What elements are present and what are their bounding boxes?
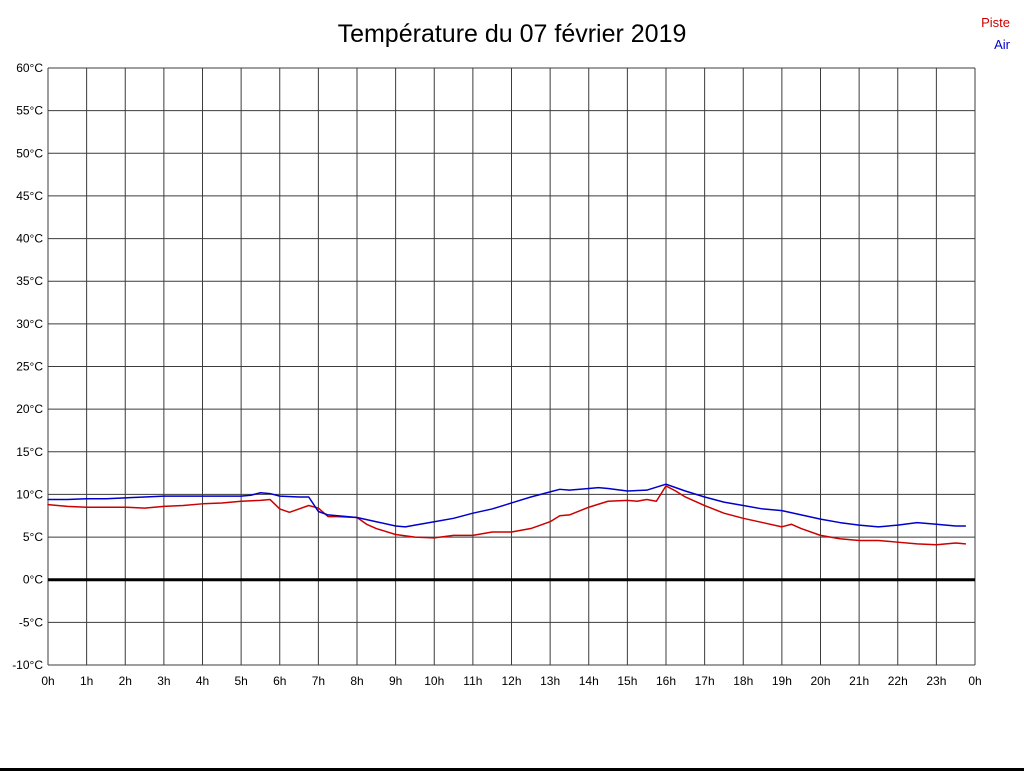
chart-legend: Piste Air bbox=[981, 12, 1010, 56]
x-tick-label: 6h bbox=[273, 674, 286, 688]
x-tick-label: 22h bbox=[888, 674, 908, 688]
x-tick-label: 11h bbox=[463, 674, 482, 688]
x-tick-label: 10h bbox=[424, 674, 444, 688]
x-tick-label: 21h bbox=[849, 674, 869, 688]
x-tick-label: 17h bbox=[695, 674, 715, 688]
x-tick-label: 16h bbox=[656, 674, 676, 688]
y-tick-label: -5°C bbox=[19, 615, 43, 629]
x-tick-label: 0h bbox=[41, 674, 54, 688]
y-tick-label: 15°C bbox=[16, 445, 43, 459]
series-line-piste bbox=[47, 485, 967, 546]
x-tick-label: 5h bbox=[234, 674, 247, 688]
x-tick-label: 14h bbox=[579, 674, 599, 688]
x-tick-label: 15h bbox=[617, 674, 637, 688]
y-tick-label: 5°C bbox=[23, 530, 43, 544]
x-tick-label: 12h bbox=[501, 674, 521, 688]
y-tick-label: 50°C bbox=[16, 146, 43, 160]
x-tick-label: 4h bbox=[196, 674, 209, 688]
y-tick-label: 0°C bbox=[23, 573, 43, 587]
y-tick-label: 60°C bbox=[16, 61, 43, 75]
y-tick-label: 45°C bbox=[16, 189, 43, 203]
x-tick-label: 19h bbox=[772, 674, 792, 688]
y-tick-label: 25°C bbox=[16, 360, 43, 374]
chart-title: Température du 07 février 2019 bbox=[337, 20, 687, 48]
x-tick-label: 8h bbox=[350, 674, 363, 688]
legend-item-piste: Piste bbox=[981, 15, 1010, 30]
y-tick-label: 30°C bbox=[16, 317, 43, 331]
x-tick-label: 3h bbox=[157, 674, 170, 688]
x-tick-label: 20h bbox=[810, 674, 830, 688]
series-line-air bbox=[47, 483, 967, 528]
y-tick-label: 20°C bbox=[16, 402, 43, 416]
x-tick-label: 13h bbox=[540, 674, 560, 688]
x-tick-label: 9h bbox=[389, 674, 402, 688]
x-tick-label: 7h bbox=[312, 674, 325, 688]
y-tick-label: 40°C bbox=[16, 232, 43, 246]
y-tick-label: 55°C bbox=[16, 104, 43, 118]
x-tick-label: 1h bbox=[80, 674, 93, 688]
legend-item-air: Air bbox=[994, 37, 1010, 52]
y-tick-label: -10°C bbox=[12, 658, 43, 672]
x-tick-label: 23h bbox=[926, 674, 946, 688]
x-tick-label: 18h bbox=[733, 674, 753, 688]
x-tick-label: 2h bbox=[119, 674, 132, 688]
y-tick-label: 10°C bbox=[16, 487, 43, 501]
x-tick-label: 0h bbox=[968, 674, 981, 688]
y-tick-label: 35°C bbox=[16, 274, 43, 288]
